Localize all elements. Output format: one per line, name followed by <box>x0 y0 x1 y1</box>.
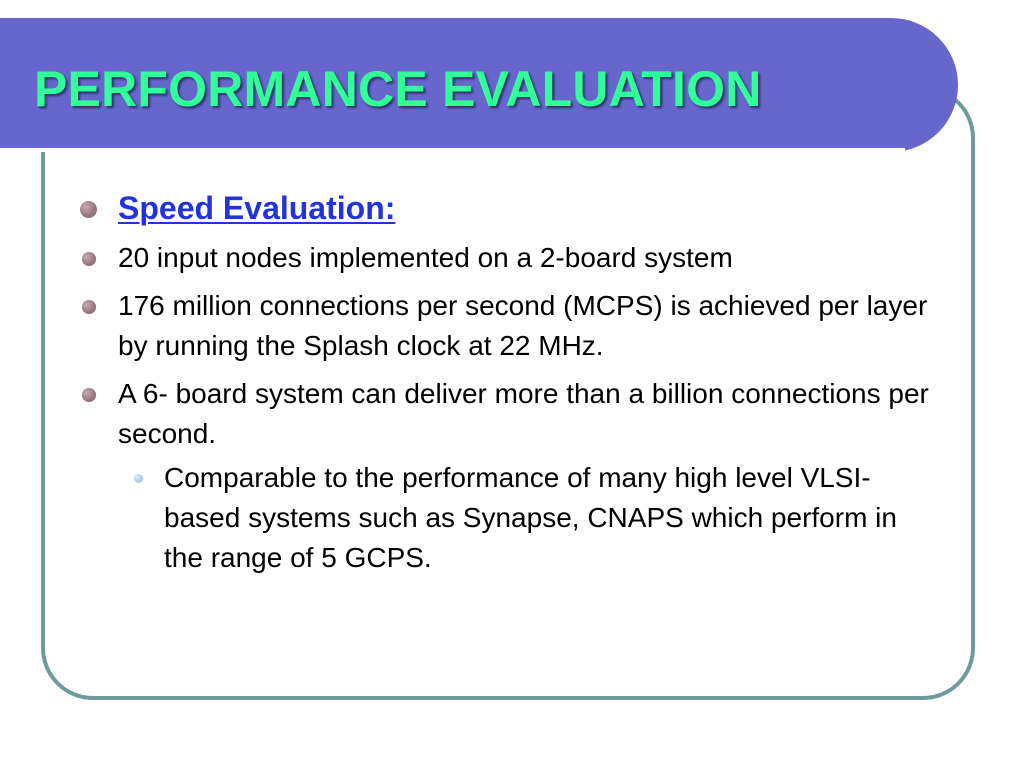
sub-bullet-list: Comparable to the performance of many hi… <box>118 458 938 578</box>
content-frame <box>41 86 975 700</box>
bullet-list: Speed Evaluation: 20 input nodes impleme… <box>78 188 938 586</box>
bullet-dot-icon <box>82 300 96 314</box>
bullet-item: 20 input nodes implemented on a 2-board … <box>78 238 938 278</box>
bullet-heading-item: Speed Evaluation: <box>78 188 938 230</box>
title-band: PERFORMANCE EVALUATION <box>0 18 958 152</box>
sub-bullet-item: Comparable to the performance of many hi… <box>118 458 938 578</box>
title-divider <box>0 148 905 152</box>
slide-title: PERFORMANCE EVALUATION <box>34 61 762 117</box>
bullet-text: 176 million connections per second (MCPS… <box>118 290 928 361</box>
bullet-item: 176 million connections per second (MCPS… <box>78 286 938 366</box>
sub-bullet-dot-icon <box>134 474 143 483</box>
section-heading: Speed Evaluation: <box>118 190 396 226</box>
bullet-text: A 6- board system can deliver more than … <box>118 378 929 449</box>
bullet-item: A 6- board system can deliver more than … <box>78 374 938 578</box>
bullet-dot-icon <box>82 252 96 266</box>
bullet-text: 20 input nodes implemented on a 2-board … <box>118 242 733 273</box>
sub-bullet-text: Comparable to the performance of many hi… <box>164 462 897 573</box>
bullet-dot-icon <box>80 201 97 218</box>
bullet-dot-icon <box>82 388 96 402</box>
